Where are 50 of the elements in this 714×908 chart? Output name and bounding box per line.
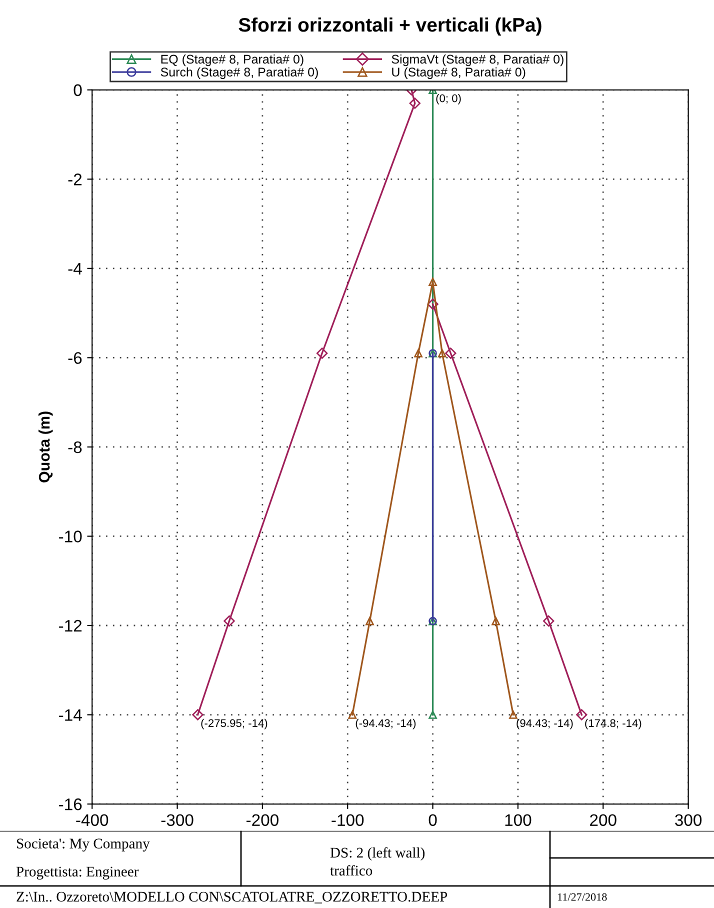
annotation: (94.43; -14)	[516, 718, 573, 730]
point	[414, 349, 422, 358]
x-tick-label: -200	[246, 814, 278, 826]
annotation: (0; 0)	[436, 94, 461, 104]
point	[192, 709, 204, 720]
point	[543, 615, 554, 627]
y-tick-label: -12	[59, 620, 82, 632]
point	[316, 348, 328, 359]
point	[428, 710, 437, 719]
annotation: (-275.95; -14)	[201, 718, 268, 730]
x-tick-label: 0	[428, 814, 437, 826]
point	[509, 710, 518, 719]
point	[224, 615, 235, 627]
chart-title: Sforzi orizzontali + verticali (kPa)	[238, 17, 542, 36]
y-tick-label: -10	[59, 530, 82, 542]
y-tick-label: -4	[68, 263, 82, 274]
legend-label: Surch (Stage# 8, Paratia# 0)	[160, 67, 318, 79]
point	[438, 349, 446, 358]
y-tick-label: -16	[59, 798, 82, 810]
x-tick-label: 300	[675, 814, 702, 826]
x-tick-label: -400	[76, 814, 108, 826]
point	[409, 98, 421, 109]
y-axis-title: Quota (m)	[38, 412, 53, 482]
y-tick-label: -6	[68, 352, 82, 364]
point	[428, 278, 437, 286]
text: DS: 2 (left wall)	[330, 847, 425, 861]
y-tick-label: -14	[59, 709, 82, 721]
x-tick-label: -300	[161, 814, 194, 826]
text: traffico	[330, 865, 372, 876]
text: Progettista: Engineer	[16, 866, 139, 880]
x-tick-label: 100	[505, 814, 532, 826]
point	[576, 709, 588, 720]
legend-label: EQ (Stage# 8, Paratia# 0)	[161, 54, 304, 66]
y-tick-label: -2	[68, 174, 82, 186]
x-tick-label: 200	[590, 814, 616, 826]
y-tick-label: 0	[74, 84, 82, 96]
annotation: (174.8; -14)	[585, 718, 642, 730]
legend-label: SigmaVt (Stage# 8, Paratia# 0)	[392, 54, 564, 66]
x-tick-label: -100	[332, 814, 364, 826]
point	[445, 348, 456, 359]
text: 11/27/2018	[558, 893, 607, 901]
point	[348, 710, 357, 719]
point	[427, 298, 438, 310]
legend-label: U (Stage# 8, Paratia# 0)	[392, 67, 526, 79]
annotation: (-94.43; -14)	[356, 718, 416, 730]
text: Z:\In.. Ozzoreto\MODELLO CON\SCATOLATRE_OZZORETTO.DEEP	[16, 892, 448, 904]
text: Societa': My Company	[16, 838, 150, 852]
y-tick-label: -8	[68, 441, 82, 454]
point	[366, 616, 374, 626]
point	[492, 616, 500, 626]
